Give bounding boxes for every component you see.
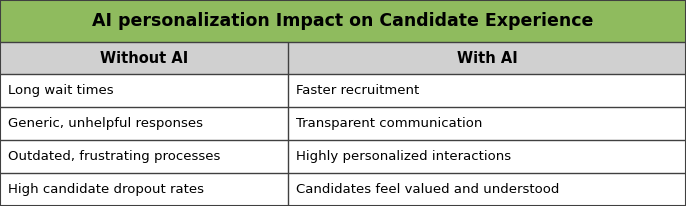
Bar (0, 107, 686, 140)
Bar (0, 0, 686, 42)
Bar (0, 74, 686, 107)
Bar (0, 173, 686, 206)
Text: High candidate dropout rates: High candidate dropout rates (8, 183, 204, 196)
Text: Faster recruitment: Faster recruitment (296, 84, 420, 97)
Text: Without AI: Without AI (100, 50, 188, 66)
Text: With AI: With AI (457, 50, 517, 66)
Text: Transparent communication: Transparent communication (296, 117, 483, 130)
Text: Outdated, frustrating processes: Outdated, frustrating processes (8, 150, 221, 163)
Text: Long wait times: Long wait times (8, 84, 114, 97)
Text: Highly personalized interactions: Highly personalized interactions (296, 150, 512, 163)
Text: Candidates feel valued and understood: Candidates feel valued and understood (296, 183, 560, 196)
Text: Generic, unhelpful responses: Generic, unhelpful responses (8, 117, 203, 130)
Bar (0, 140, 686, 173)
Bar (0, 42, 686, 74)
Text: AI personalization Impact on Candidate Experience: AI personalization Impact on Candidate E… (93, 12, 593, 30)
